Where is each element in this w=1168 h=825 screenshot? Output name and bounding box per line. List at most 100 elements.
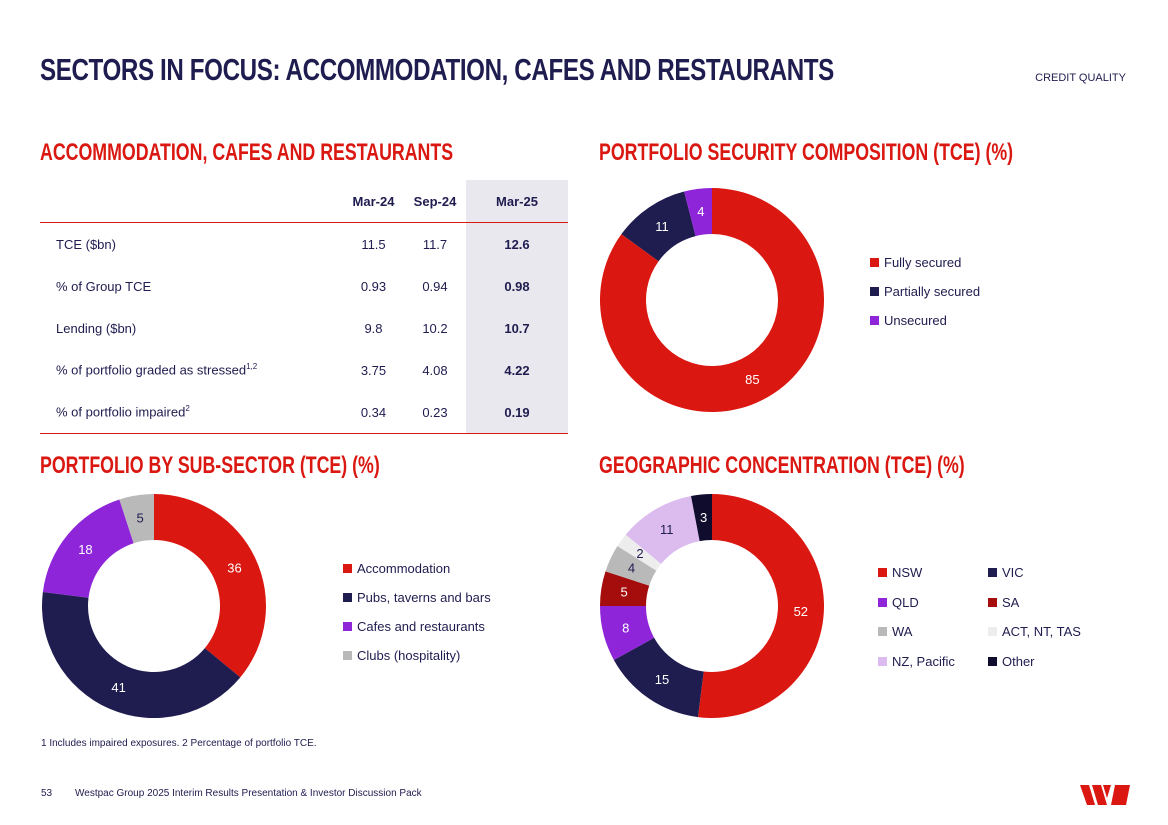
document-title: Westpac Group 2025 Interim Results Prese… [75,788,422,799]
row-label: % of portfolio graded as stressed1,2 [40,349,343,391]
legend-label: ACT, NT, TAS [1002,624,1081,640]
donut-slice-sa [600,571,650,606]
row-label-text: % of portfolio graded as stressed [56,362,247,378]
donut-slice-vic [613,637,704,718]
subsector-donut-chart: 36 41 18 5 [41,494,266,719]
cell-value: 0.93 [360,278,387,294]
donut-slice-nz-pacific [625,495,700,564]
data-label: 3 [700,510,707,525]
legend-label: Unsecured [884,313,947,328]
data-label: 11 [655,219,669,234]
legend-item: SA [988,588,1098,618]
legend-label: Partially secured [884,284,981,299]
legend-swatch [878,627,887,637]
legend-label: Clubs (hospitality) [357,648,461,663]
data-label: 5 [136,511,143,526]
donut-slice-partially-secured [621,191,696,262]
donut-slice-cafes-and-restaurants [42,499,134,598]
footnote-ref: 1,2 [246,362,258,372]
page-title: SECTORS IN FOCUS: ACCOMMODATION, CAFES A… [40,52,834,87]
legend-swatch [988,568,997,578]
row-label: % of portfolio impaired2 [40,391,343,434]
col-header-highlight: Mar-25 [466,180,568,223]
cell-value: 0.94 [422,278,448,294]
legend-swatch [870,287,879,296]
table-header-blank [40,180,343,223]
table-row: % of portfolio graded as stressed1,2 3.75… [40,349,568,391]
cell-value: 12.6 [466,222,568,265]
legend-item: Clubs (hospitality) [343,641,491,670]
section-tag: CREDIT QUALITY [1035,72,1126,84]
donut-slice-pubs-taverns-and-bars [41,591,241,719]
cell-value: 3.75 [360,362,387,378]
legend-swatch [878,656,887,666]
security-legend: Fully secured Partially secured Unsecured [870,248,980,335]
data-label: 11 [660,522,674,537]
subsector-chart-title: PORTFOLIO BY SUB-SECTOR (TCE) (%) [40,452,380,479]
footnote-ref: 2 [185,404,190,414]
legend-label: Cafes and restaurants [357,619,485,634]
cell-value: 11.7 [422,236,448,252]
table-row: Lending ($bn) 9.8 10.2 10.7 [40,307,568,349]
security-chart-title: PORTFOLIO SECURITY COMPOSITION (TCE) (%) [599,139,1014,166]
donut-slice-clubs-hospitality- [119,494,154,544]
legend-item: Fully secured [870,248,980,277]
legend-label: SA [1002,594,1020,610]
data-label: 2 [636,546,643,561]
data-label: 4 [628,561,635,576]
legend-label: Pubs, taverns and bars [357,590,491,605]
cell-value: 0.23 [403,391,466,434]
legend-swatch [343,593,352,602]
data-label: 36 [227,561,241,576]
legend-swatch [343,564,352,573]
cell-value: 10.7 [466,307,568,349]
col-header: Mar-24 [343,180,404,223]
donut-slice-unsecured [684,188,712,237]
legend-label: NSW [892,565,923,581]
data-label: 18 [78,542,92,557]
row-label-text: Lending ($bn) [56,320,137,336]
legend-label: QLD [892,594,919,610]
legend-swatch [988,597,997,607]
data-label: 41 [111,680,125,695]
geo-legend: NSW VIC QLD SA WA ACT, NT, TAS NZ, Pacific Othe… [878,558,1098,676]
cell-value: 0.19 [466,391,568,434]
legend-label: Fully secured [884,255,962,270]
legend-label: VIC [1002,565,1024,581]
donut-slice-fully-secured [600,188,824,412]
legend-swatch [343,622,352,631]
legend-item: Cafes and restaurants [343,612,491,641]
data-label: 85 [745,372,759,387]
cell-value: 4.08 [422,362,448,378]
security-donut-chart: 85 11 4 [600,188,824,412]
donut-slice-act-nt-tas [617,534,662,571]
legend-item: Partially secured [870,277,980,306]
legend-label: Accommodation [357,561,451,576]
legend-label: Other [1002,653,1035,669]
legend-swatch [988,627,997,637]
donut-slice-wa [605,545,657,586]
data-label: 52 [794,604,808,619]
row-label-text: TCE ($bn) [56,236,116,252]
legend-swatch [870,258,879,267]
cell-value: 0.34 [343,391,404,434]
legend-swatch [878,597,887,607]
legend-item: NZ, Pacific [878,647,988,677]
subsector-legend: Accommodation Pubs, taverns and bars Cafes… [343,554,491,670]
geo-donut-chart: 52 15 8 542 11 3 [600,494,824,718]
row-label-text: % of portfolio impaired [56,404,186,420]
legend-swatch [343,651,352,660]
col-header: Sep-24 [403,180,466,223]
legend-item: Pubs, taverns and bars [343,583,491,612]
donut-slice-accommodation [154,494,266,678]
geo-chart-title: GEOGRAPHIC CONCENTRATION (TCE) (%) [599,452,965,479]
row-label: % of Group TCE [40,265,343,307]
table-row: TCE ($bn) 11.5 11.7 12.6 [40,222,568,265]
westpac-logo [1080,785,1130,805]
legend-swatch [878,568,887,578]
legend-swatch [870,316,879,325]
data-label: 15 [655,672,669,687]
data-label: 4 [697,204,704,219]
footnote: 1 Includes impaired exposures. 2 Percent… [41,738,317,749]
cell-value: 9.8 [364,320,383,336]
